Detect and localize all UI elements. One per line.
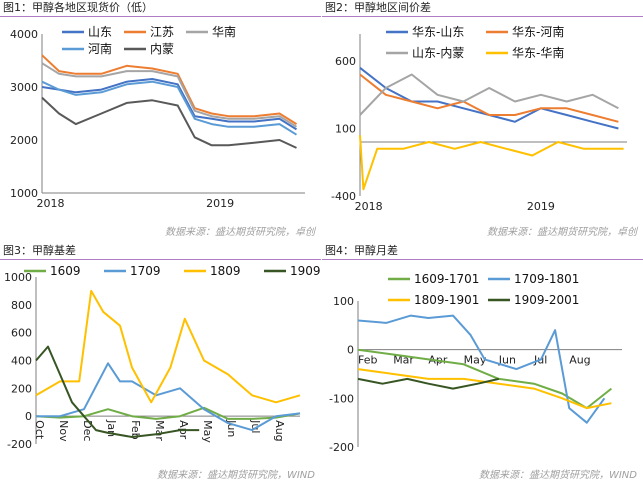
legend-label: 华东-华南 (512, 45, 564, 60)
legend-label: 华东-河南 (512, 24, 564, 39)
series-line-4 (41, 96, 297, 149)
x-tick-label: Aug (273, 420, 286, 441)
x-tick-label: May (464, 354, 487, 367)
legend-label: 山东 (88, 25, 112, 39)
x-tick-label: Aug (569, 354, 590, 367)
y-tick-label: -200 (329, 441, 354, 454)
series-line-0 (41, 78, 298, 131)
series-line-3 (357, 377, 500, 390)
panel-basis: 图3：甲醇基差 -200 0 200 400 600 800 1000 Oct Nov Dec Ja… (0, 243, 321, 485)
x-tick-label: Jun (498, 354, 516, 367)
data-source: 数据来源：盛达期货研究院，WIND (156, 470, 315, 481)
series-line-2 (357, 368, 612, 410)
series-line-1 (41, 54, 298, 125)
panel-regional-spread: 图2：甲醇地区间价差 -400 100 600 2018 2019 华东-山东 华东-河南山… (322, 0, 643, 242)
legend-label: 1709-1801 (514, 272, 579, 286)
y-tick-label: -100 (329, 392, 354, 405)
legend-label: 华南 (212, 24, 236, 39)
y-tick-label: 1000 (10, 187, 38, 200)
chart-title: 图3：甲醇基差 (0, 243, 321, 260)
y-tick-label: 0 (25, 410, 32, 423)
series-line-3 (41, 80, 298, 136)
chart-title: 图1：甲醇各地区现货价（低） (0, 0, 321, 17)
series-line-1 (359, 73, 619, 123)
x-tick-label: 2018 (355, 200, 383, 213)
x-tick-label: Dec (81, 420, 94, 441)
x-tick-label: Feb (358, 354, 377, 367)
series-line-2 (359, 73, 619, 116)
legend-label: 山东-内蒙 (412, 46, 464, 60)
x-tick-label: 2019 (206, 197, 234, 210)
x-tick-label: Oct (33, 420, 46, 440)
series-line-3 (359, 135, 624, 191)
data-source: 数据来源：盛达期货研究院，卓创 (487, 227, 637, 238)
y-tick-label: 1000 (4, 271, 32, 284)
y-tick-label: 2000 (10, 134, 38, 147)
data-source: 数据来源：盛达期货研究院，WIND (478, 470, 637, 481)
y-tick-label: 3000 (10, 81, 38, 94)
y-tick-label: 600 (11, 327, 32, 340)
chart-title: 图2：甲醇地区间价差 (322, 0, 643, 17)
panel-spot-price: 图1：甲醇各地区现货价（低） 1000 2000 3000 4000 2018 2019 山… (0, 0, 321, 242)
panel-monthly-spread: 图4：甲醇月差 -200 -100 0 100 Feb Mar Apr May Jun Jul Au… (322, 243, 643, 485)
y-tick-label: 200 (11, 382, 32, 395)
legend-label: 1709 (130, 264, 161, 278)
x-tick-label: Feb (129, 420, 142, 439)
series-line-2 (35, 289, 301, 404)
y-tick-label: -400 (331, 190, 356, 203)
legend-label: 江苏 (150, 25, 174, 39)
legend-label: 1809-1901 (414, 293, 479, 307)
series-line-2 (41, 62, 298, 128)
series-line-3 (35, 345, 200, 438)
legend-label: 1909 (290, 264, 321, 278)
y-tick-label: 100 (335, 123, 356, 136)
legend-label: 1809 (210, 264, 241, 278)
x-tick-label: Mar (153, 420, 166, 441)
x-tick-label: 2018 (36, 197, 64, 210)
series-line-0 (35, 406, 301, 420)
x-tick-label: Nov (57, 420, 70, 442)
legend-label: 河南 (88, 41, 112, 56)
legend-label: 华东-山东 (412, 25, 464, 39)
x-tick-label: 2019 (527, 200, 555, 213)
y-tick-label: 100 (333, 295, 354, 308)
chart-title: 图4：甲醇月差 (322, 243, 643, 260)
data-source: 数据来源：盛达期货研究院，卓创 (165, 227, 315, 238)
legend-label: 内蒙 (150, 42, 174, 56)
y-tick-label: 800 (11, 299, 32, 312)
x-tick-label: May (201, 420, 214, 443)
y-tick-label: 4000 (10, 28, 38, 41)
y-tick-label: 600 (335, 55, 356, 68)
y-tick-label: -200 (7, 438, 32, 451)
series-line-1 (357, 314, 606, 424)
legend-label: 1609-1701 (414, 272, 479, 286)
y-tick-label: 400 (11, 355, 32, 368)
y-tick-label: 0 (347, 344, 354, 357)
legend-label: 1609 (50, 264, 81, 278)
legend-label: 1909-2001 (514, 293, 579, 307)
